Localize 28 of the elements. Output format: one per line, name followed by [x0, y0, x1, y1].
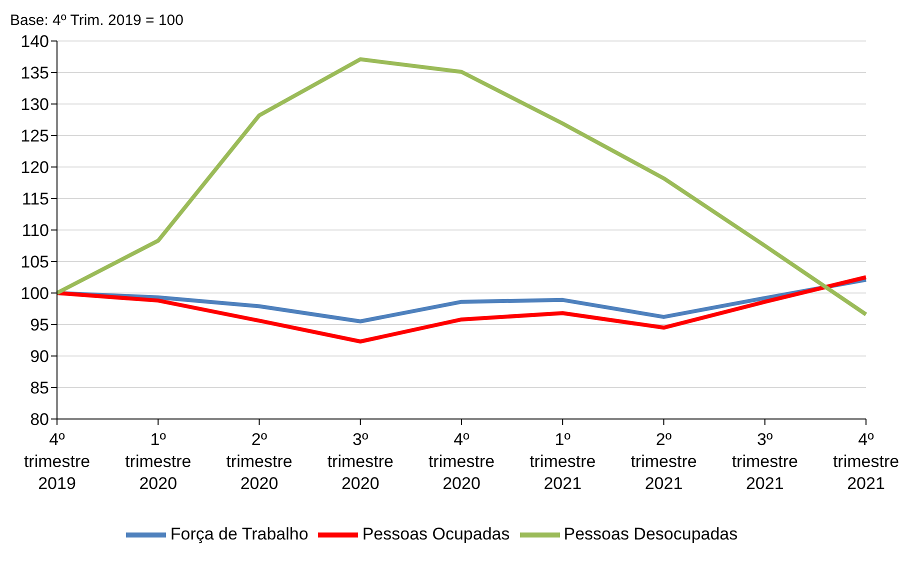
y-tick-label: 90: [30, 347, 49, 366]
y-tick-label: 115: [22, 190, 49, 209]
legend-label: Força de Trabalho: [170, 524, 308, 544]
x-tick-label: 4º trimestre 2019: [24, 430, 90, 493]
x-tick-label: 2º trimestre 2020: [226, 430, 292, 493]
y-tick-label: 80: [30, 410, 49, 430]
x-tick-label: 1º trimestre 2021: [530, 430, 596, 493]
chart-title: Base: 4º Trim. 2019 = 100: [10, 12, 184, 29]
x-tick-label: 4º trimestre 2020: [428, 430, 495, 493]
y-tick-label: 95: [30, 316, 49, 335]
y-tick-label: 120: [20, 158, 49, 178]
x-tick-label: 4º trimestre 2021: [832, 430, 900, 493]
y-tick-label: 85: [30, 378, 49, 398]
y-tick-label: 140: [20, 32, 49, 52]
x-tick-label: 3º trimestre 2021: [732, 430, 798, 493]
x-tick-label: 2º trimestre 2021: [630, 430, 697, 493]
legend-label: Pessoas Ocupadas: [362, 524, 510, 544]
y-tick-label: 100: [20, 284, 49, 304]
y-tick-label: 135: [20, 64, 49, 83]
line-series: [55, 57, 868, 316]
line-series: [55, 275, 868, 344]
y-tick-label: 110: [22, 221, 49, 240]
y-tick-label: 130: [20, 95, 49, 114]
legend-label: Pessoas Desocupadas: [564, 524, 738, 544]
y-tick-label: 125: [20, 126, 49, 146]
x-tick-label: 1º trimestre 2020: [125, 430, 192, 493]
y-tick-label: 105: [20, 252, 49, 272]
x-tick-label: 3º trimestre 2020: [327, 430, 394, 493]
